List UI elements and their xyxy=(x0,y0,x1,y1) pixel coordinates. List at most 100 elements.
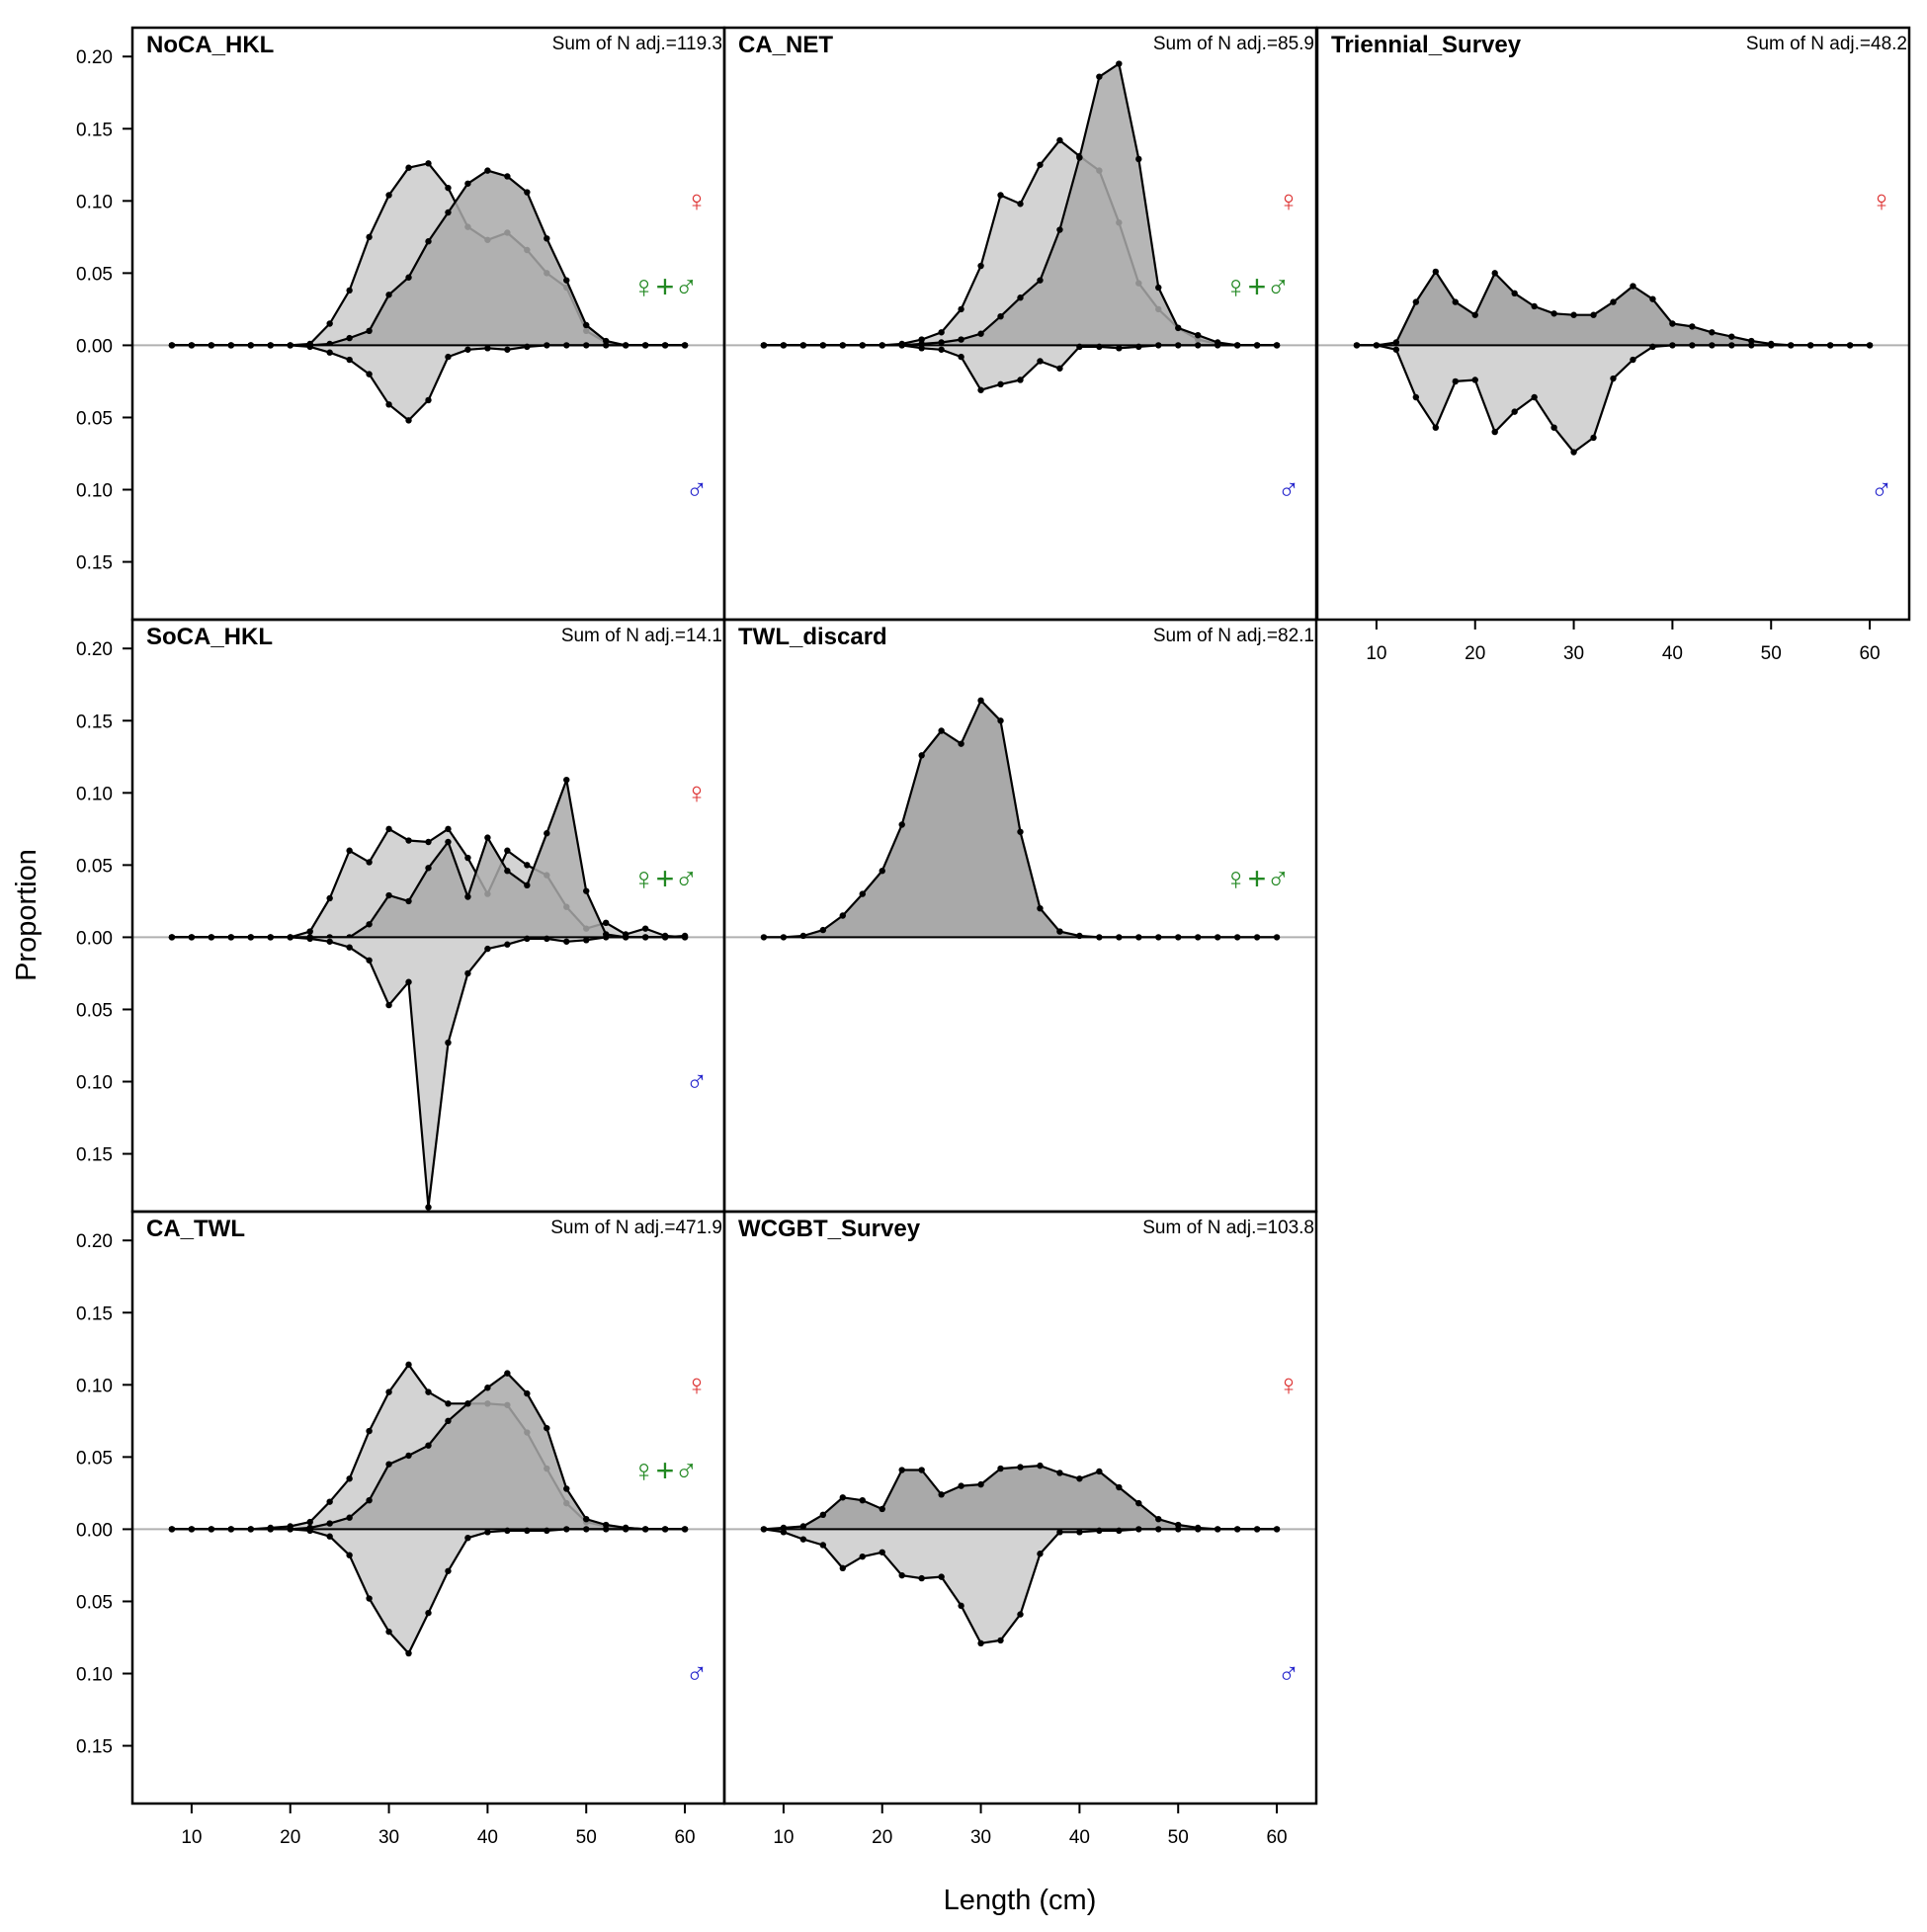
data-point-female xyxy=(1610,298,1617,305)
data-point-female xyxy=(958,1482,964,1489)
data-point-combined xyxy=(326,1498,333,1505)
data-point-male xyxy=(464,1534,471,1542)
y-tick-label: 0.15 xyxy=(76,553,113,574)
combined-symbol-icon: ♀+♂ xyxy=(632,269,699,304)
data-point-female xyxy=(938,1491,945,1498)
data-point-combined xyxy=(918,752,925,759)
data-point-male xyxy=(898,1571,905,1579)
data-point-female xyxy=(879,1505,885,1513)
data-point-female xyxy=(366,921,373,928)
panel-title: SoCA_HKL xyxy=(146,624,273,650)
data-point-female xyxy=(1116,60,1123,67)
data-point-male xyxy=(583,937,590,944)
x-tick-label: 30 xyxy=(378,1827,399,1848)
data-point-female xyxy=(898,1467,905,1473)
series-area-female xyxy=(171,780,686,938)
data-point-female xyxy=(524,1389,531,1397)
data-point-combined xyxy=(366,1427,373,1435)
data-point-male xyxy=(1630,356,1636,364)
x-tick-label: 10 xyxy=(773,1827,794,1848)
data-point-female xyxy=(524,882,531,889)
data-point-combined xyxy=(504,847,511,854)
data-point-combined xyxy=(346,287,353,294)
data-point-female xyxy=(839,1494,846,1501)
data-point-female xyxy=(1116,1483,1123,1491)
panel-title: Triennial_Survey xyxy=(1331,32,1522,58)
data-point-male xyxy=(385,1001,392,1009)
data-point-combined xyxy=(977,262,984,270)
x-tick-label: 60 xyxy=(1266,1827,1287,1848)
x-tick-label: 20 xyxy=(872,1827,892,1848)
data-point-female xyxy=(464,1400,471,1407)
panel-SoCA_HKL: SoCA_HKL Sum of N adj.=14.1 ♀ ♀+♂ ♂ 0.15 0.10 0… xyxy=(76,618,726,1214)
panel-sum-label: Sum of N adj.=82.1 xyxy=(1153,626,1314,646)
data-point-female xyxy=(603,337,610,345)
female-symbol-icon: ♀ xyxy=(686,1369,709,1401)
data-point-female xyxy=(1471,311,1478,318)
y-tick-label: 0.20 xyxy=(76,639,113,660)
data-point-male xyxy=(425,396,432,404)
x-tick-label: 60 xyxy=(674,1827,695,1848)
data-point-combined xyxy=(997,192,1004,199)
data-point-female xyxy=(405,1452,412,1460)
male-symbol-icon: ♂ xyxy=(1871,474,1893,507)
y-tick-label: 0.15 xyxy=(76,120,113,140)
y-tick-label: 0.05 xyxy=(76,264,113,285)
data-point-female xyxy=(583,1515,590,1523)
y-tick-label: 0.05 xyxy=(76,1448,113,1469)
combined-symbol-icon: ♀+♂ xyxy=(1224,861,1291,896)
data-point-male xyxy=(1432,424,1440,431)
data-point-female xyxy=(1056,226,1063,233)
data-point-combined xyxy=(898,821,905,828)
data-point-female xyxy=(385,891,392,899)
data-point-female xyxy=(484,1385,491,1391)
panel-title: CA_TWL xyxy=(146,1216,245,1242)
data-point-combined xyxy=(958,305,964,313)
panel-sum-label: Sum of N adj.=119.3 xyxy=(552,34,722,54)
female-symbol-icon: ♀ xyxy=(1871,185,1893,217)
data-point-combined xyxy=(1056,928,1063,935)
panel-Triennial_Survey: Triennial_Survey Sum of N adj.=48.2 ♀ ♂ xyxy=(1315,26,1911,622)
male-symbol-icon: ♂ xyxy=(1278,1658,1300,1691)
data-point-male xyxy=(1452,378,1459,385)
data-point-female xyxy=(997,1465,1004,1472)
panel-TWL_discard: TWL_discard Sum of N adj.=82.1 ♀+♂ xyxy=(722,618,1318,1214)
x-tick-label: 60 xyxy=(1859,643,1880,664)
x-tick-label: 40 xyxy=(1069,1827,1090,1848)
y-tick-label: 0.00 xyxy=(76,1520,113,1541)
female-symbol-icon: ♀ xyxy=(686,185,709,217)
data-point-female xyxy=(464,893,471,900)
data-point-female xyxy=(997,312,1004,320)
series-area-male xyxy=(171,1529,686,1654)
data-point-male xyxy=(819,1542,827,1549)
data-point-male xyxy=(346,356,353,364)
data-point-female xyxy=(1728,333,1735,340)
data-point-female xyxy=(385,292,392,298)
series-area-male xyxy=(171,345,686,421)
data-point-male xyxy=(1392,346,1400,353)
panel-sum-label: Sum of N adj.=14.1 xyxy=(561,626,722,646)
data-point-combined xyxy=(938,329,945,336)
data-point-male xyxy=(1550,424,1557,431)
y-tick-label: 0.05 xyxy=(76,1592,113,1613)
data-point-combined xyxy=(464,854,471,862)
y-tick-label: 0.15 xyxy=(76,1145,113,1166)
panel-sum-label: Sum of N adj.=48.2 xyxy=(1746,34,1907,54)
data-point-male xyxy=(445,1567,452,1574)
panel-sum-label: Sum of N adj.=85.9 xyxy=(1153,34,1314,54)
data-point-male xyxy=(879,1549,885,1555)
data-point-female xyxy=(405,274,412,281)
data-point-male xyxy=(504,941,511,948)
data-point-combined xyxy=(977,697,984,705)
data-point-combined xyxy=(1056,136,1063,144)
data-point-female xyxy=(326,1520,333,1527)
panel-sum-label: Sum of N adj.=471.9 xyxy=(550,1218,722,1238)
data-point-combined xyxy=(1037,161,1044,168)
data-point-female xyxy=(1550,310,1557,317)
y-tick-label: 0.15 xyxy=(76,1737,113,1758)
data-point-female xyxy=(1017,1464,1024,1470)
data-point-female xyxy=(385,1461,392,1468)
series-area-female xyxy=(763,63,1278,346)
data-point-female xyxy=(346,334,353,342)
data-point-female xyxy=(583,887,590,894)
